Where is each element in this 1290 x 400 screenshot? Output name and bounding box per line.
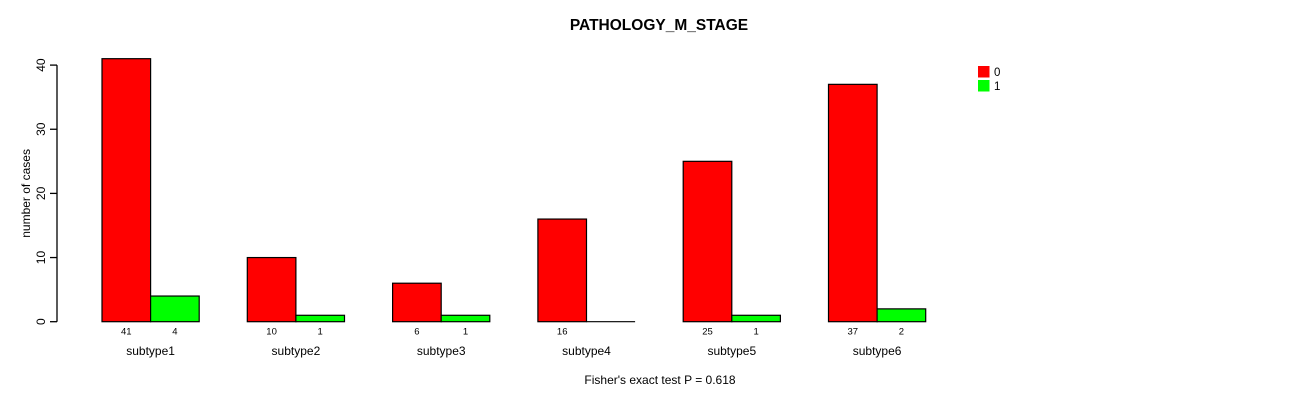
- bar-count-label: 41: [121, 327, 132, 338]
- bar-0-subtype4: [537, 218, 588, 323]
- bar-1-subtype5: [731, 314, 781, 323]
- category-label-subtype2: subtype2: [272, 344, 321, 358]
- bar-0-subtype3: [392, 282, 442, 323]
- bar-count-label: 1: [753, 327, 758, 338]
- bar-0-subtype5: [682, 160, 733, 323]
- bar-1-subtype2: [295, 314, 346, 323]
- y-axis-tick-label: 20: [34, 186, 48, 200]
- y-axis-tick-label: 40: [34, 58, 48, 72]
- category-label-subtype4: subtype4: [562, 344, 611, 358]
- legend-label-0: 0: [994, 67, 1000, 79]
- y-axis-tick-label: 30: [34, 122, 48, 136]
- bar-1-subtype1: [150, 295, 200, 323]
- y-axis-label: number of cases: [19, 149, 33, 238]
- category-label-subtype6: subtype6: [853, 344, 902, 358]
- y-axis-tick-label: 10: [34, 251, 48, 265]
- bar-count-label: 37: [848, 327, 859, 338]
- category-label-subtype5: subtype5: [707, 344, 756, 358]
- bar-count-label: 4: [172, 327, 177, 338]
- bar-1-subtype6: [876, 308, 927, 323]
- chart-title: PATHOLOGY_M_STAGE: [570, 17, 748, 34]
- bar-count-label: 10: [266, 327, 277, 338]
- bar-count-label: 16: [557, 327, 568, 338]
- legend-swatch-1: [978, 80, 990, 92]
- bar-count-label: 25: [702, 327, 713, 338]
- bar-0-subtype2: [246, 256, 297, 323]
- bar-count-label: 2: [899, 327, 904, 338]
- bar-count-label: 1: [463, 327, 468, 338]
- bar-1-subtype3: [440, 314, 491, 323]
- bar-0-subtype6: [827, 83, 878, 323]
- bar-count-label: 6: [414, 327, 419, 338]
- bar-count-label: 1: [318, 327, 323, 338]
- legend-swatch-0: [978, 66, 990, 78]
- category-label-subtype3: subtype3: [417, 344, 466, 358]
- y-axis-tick-label: 0: [34, 318, 48, 325]
- bar-0-subtype1: [101, 58, 152, 323]
- fisher-test-annotation: Fisher's exact test P = 0.618: [584, 373, 735, 387]
- legend-label-1: 1: [994, 81, 1000, 93]
- category-label-subtype1: subtype1: [126, 344, 175, 358]
